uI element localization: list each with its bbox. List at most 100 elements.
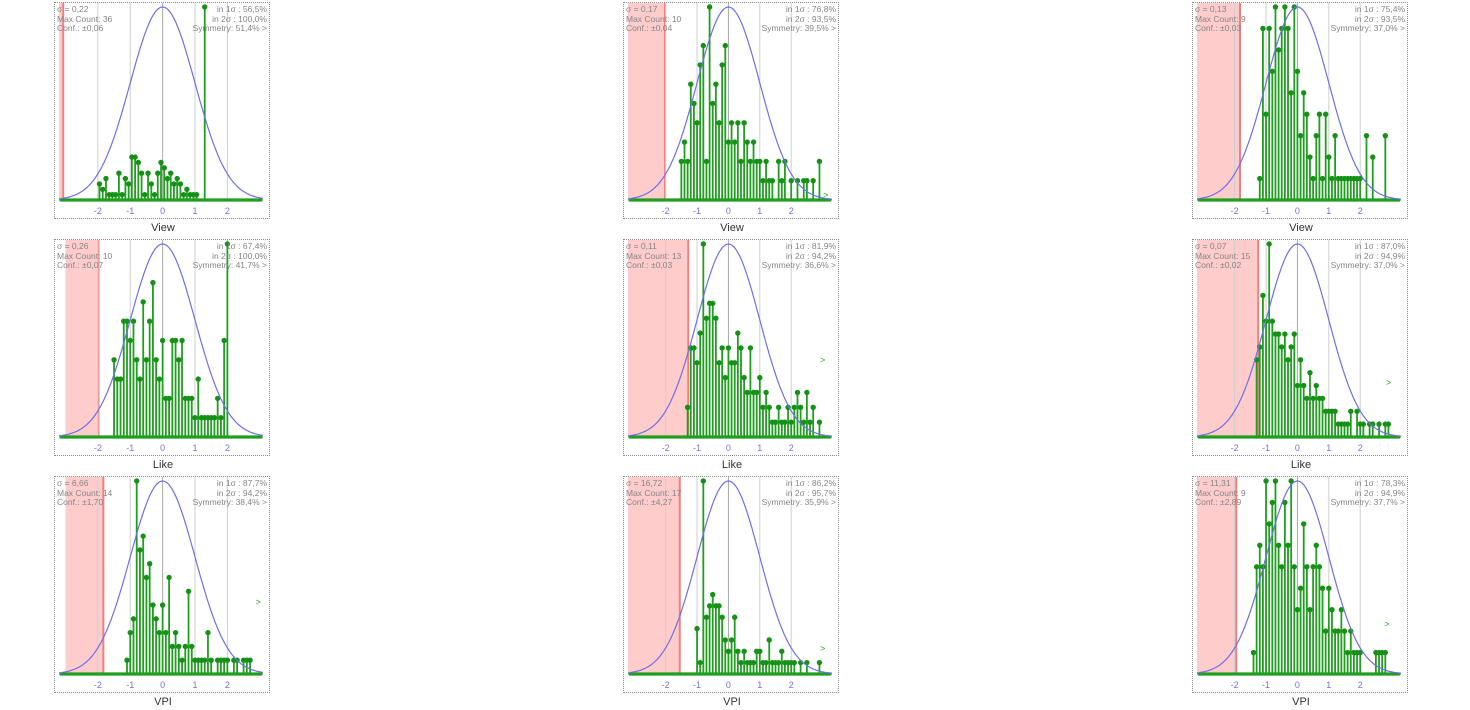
bar-dot — [1344, 421, 1351, 427]
bar-dot — [189, 395, 195, 402]
bar-dot — [202, 4, 208, 10]
bar-dot — [224, 241, 231, 247]
bar-dot — [182, 643, 188, 650]
x-tick-label: 2 — [789, 206, 794, 216]
bar-dot — [1385, 421, 1392, 427]
bar-dot — [169, 643, 176, 650]
chart-caption: VPI — [1292, 696, 1310, 708]
histogram-plot: -2 -1 0 1 2 > — [627, 477, 833, 690]
histogram-panel: -2 -1 0 1 2 > σ = 11,31 Max Count: 9 Conf.: ±2,8… — [1192, 474, 1410, 710]
bar-dot — [176, 643, 182, 650]
bar-dot — [1307, 606, 1313, 613]
stat-max-count: Max Count: 14 — [57, 487, 113, 498]
bar-dot — [1326, 585, 1332, 591]
bar-dot — [171, 181, 177, 187]
bar-dot — [681, 139, 688, 145]
bar-dot — [816, 419, 823, 425]
stat-symmetry: Symmetry: 51,4% > — [192, 23, 267, 34]
bar-dot — [741, 648, 747, 654]
bar-dot — [766, 637, 772, 643]
stats-left: σ = 0,13 Max Count: 9 Conf.: ±0,03 — [1195, 4, 1246, 34]
bar-dot — [732, 360, 738, 366]
bar-dot — [112, 191, 119, 198]
bar-dot — [757, 374, 763, 381]
x-tick-label: -2 — [94, 680, 102, 690]
histogram-plot: -2 -1 0 1 2 > — [1196, 240, 1402, 453]
overflow-arrow: > — [820, 355, 825, 365]
plot-frame: -2 -1 0 1 2 > σ = 0,17 Max Count: 10 Conf.: ±0,0… — [623, 2, 839, 219]
bar-dot — [1282, 4, 1288, 10]
bar-dot — [706, 4, 713, 10]
stats-left: σ = 0,07 Max Count: 15 Conf.: ±0,02 — [1195, 241, 1250, 271]
bar-dot — [1322, 111, 1329, 117]
x-tick-label: -2 — [94, 443, 102, 453]
bar-dot — [741, 120, 747, 126]
x-tick-label: 0 — [1295, 680, 1300, 690]
bar-dot — [148, 181, 154, 187]
stat-in2: in 2σ : 94,9% — [1354, 250, 1405, 261]
x-tick-label: 1 — [1326, 443, 1331, 453]
bar-dot — [766, 404, 772, 411]
bar-dot — [735, 120, 741, 126]
bar-dot — [151, 191, 158, 198]
bar-dot — [772, 419, 779, 425]
bar-dot — [728, 637, 735, 643]
bar-dot — [1288, 90, 1294, 96]
bar-dot — [678, 158, 685, 165]
bar-dot — [691, 100, 697, 107]
bar-dot — [1348, 408, 1354, 414]
histogram-plot: -2 -1 0 1 2 > — [1196, 477, 1402, 690]
bar-dot — [143, 357, 150, 363]
plot-frame: -2 -1 0 1 2 σ = 0,22 Max Count: 36 Conf.: ±0,06… — [54, 2, 270, 219]
plot-frame: -2 -1 0 1 2 σ = 0,13 Max Count: 9 Conf.: ±0,03 i… — [1192, 2, 1408, 219]
bar-dot — [760, 404, 766, 411]
normal-curve — [627, 480, 833, 674]
x-tick-label: -1 — [1262, 443, 1270, 453]
overflow-arrow: > — [1384, 619, 1389, 629]
bar-dot — [214, 395, 221, 402]
histogram-panel: -2 -1 0 1 2 > σ = 16,72 Max Count: 17 Conf.: ±4,… — [623, 474, 841, 710]
histogram-panel: -2 -1 0 1 2 σ = 0,13 Max Count: 9 Conf.: ±0,03 i… — [1192, 0, 1410, 236]
bar-dot — [146, 318, 153, 324]
overflow-arrow: > — [256, 597, 261, 607]
normal-curve — [58, 480, 264, 674]
bar-dot — [1307, 369, 1313, 376]
bar-dot — [694, 360, 700, 366]
normal-curve — [627, 6, 833, 200]
bar-dot — [1250, 649, 1257, 656]
bars-group — [96, 4, 208, 200]
rejection-band — [1197, 477, 1237, 674]
plot-frame: -2 -1 0 1 2 > σ = 0,11 Max Count: 13 Conf.: ±0,0… — [623, 239, 839, 456]
x-tick-label: 2 — [1358, 443, 1363, 453]
stat-symmetry: Symmetry: 37,0% > — [1330, 260, 1405, 271]
bar-dot — [804, 178, 810, 184]
bar-dot — [738, 158, 744, 165]
bar-dot — [757, 158, 763, 165]
bar-dot — [722, 637, 728, 643]
bar-dot — [1382, 132, 1389, 139]
stats-right: in 1σ : 86,2% in 2σ : 95,7% Symmetry: 35,9… — [762, 478, 836, 508]
stat-in2: in 2σ : 94,2% — [785, 250, 836, 261]
stat-in2: in 2σ : 100,0% — [212, 250, 267, 261]
bar-dot — [1288, 344, 1294, 350]
rejection-band — [65, 477, 104, 674]
bar-dot — [146, 561, 153, 567]
overflow-arrow: > — [820, 643, 825, 653]
bar-dot — [161, 165, 167, 171]
bar-dot — [130, 616, 137, 622]
stat-symmetry: Symmetry: 37,7% > — [1330, 497, 1405, 508]
bars-group — [1257, 4, 1389, 200]
bar-dot — [1272, 478, 1279, 484]
bar-dot — [122, 175, 129, 182]
bar-dot — [697, 330, 703, 336]
bar-dot — [816, 659, 823, 666]
bar-dot — [725, 139, 732, 145]
bar-dot — [744, 139, 750, 145]
x-tick-label: 1 — [192, 206, 197, 216]
bar-dot — [741, 374, 747, 381]
bar-dot — [177, 181, 184, 187]
bar-dot — [725, 648, 732, 654]
bars-group — [694, 478, 823, 674]
bar-dot — [1310, 395, 1316, 402]
stat-in1: in 1σ : 67,4% — [216, 241, 267, 251]
